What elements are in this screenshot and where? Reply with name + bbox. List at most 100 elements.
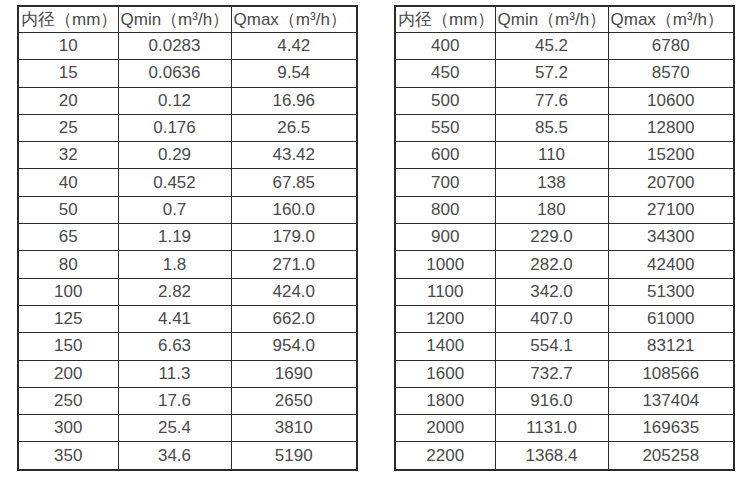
table-cell: 15 bbox=[18, 60, 118, 87]
column-header: 内径（mm） bbox=[18, 6, 118, 33]
table-cell: 160.0 bbox=[231, 196, 357, 223]
column-header: Qmin（m³/h） bbox=[118, 6, 231, 33]
table-row: 35034.65190 bbox=[18, 442, 357, 470]
table-cell: 407.0 bbox=[495, 305, 608, 332]
table-cell: 229.0 bbox=[495, 224, 608, 251]
table-row: 500.7160.0 bbox=[18, 196, 357, 223]
table-row: 1254.41662.0 bbox=[18, 305, 357, 332]
table-cell: 500 bbox=[395, 87, 495, 114]
table-cell: 954.0 bbox=[231, 333, 357, 360]
flow-spec-table-small-diameters: 内径（mm）Qmin（m³/h）Qmax（m³/h） 100.02834.421… bbox=[17, 5, 358, 471]
table-row: 20001131.0169635 bbox=[395, 415, 734, 442]
table-row: 45057.28570 bbox=[395, 60, 734, 87]
column-header: Qmax（m³/h） bbox=[231, 6, 357, 33]
table-row: 1506.63954.0 bbox=[18, 333, 357, 360]
table-cell: 1.8 bbox=[118, 251, 231, 278]
table-cell: 9.54 bbox=[231, 60, 357, 87]
table-cell: 0.12 bbox=[118, 87, 231, 114]
table-row: 1400554.183121 bbox=[395, 333, 734, 360]
page: 内径（mm）Qmin（m³/h）Qmax（m³/h） 100.02834.421… bbox=[0, 0, 750, 483]
table-cell: 11.3 bbox=[118, 360, 231, 387]
table-cell: 1200 bbox=[395, 305, 495, 332]
table-cell: 1.19 bbox=[118, 224, 231, 251]
table-cell: 450 bbox=[395, 60, 495, 87]
table-cell: 550 bbox=[395, 114, 495, 141]
table-row: 1002.82424.0 bbox=[18, 278, 357, 305]
table-cell: 1690 bbox=[231, 360, 357, 387]
table-cell: 42400 bbox=[608, 251, 734, 278]
table-cell: 25 bbox=[18, 114, 118, 141]
table-cell: 77.6 bbox=[495, 87, 608, 114]
table-cell: 732.7 bbox=[495, 360, 608, 387]
table-cell: 15200 bbox=[608, 142, 734, 169]
table-row: 801.8271.0 bbox=[18, 251, 357, 278]
table-row: 100.02834.42 bbox=[18, 33, 357, 60]
table-cell: 61000 bbox=[608, 305, 734, 332]
column-header: 内径（mm） bbox=[395, 6, 495, 33]
table-cell: 916.0 bbox=[495, 387, 608, 414]
table-cell: 4.42 bbox=[231, 33, 357, 60]
table-cell: 300 bbox=[18, 415, 118, 442]
table-cell: 51300 bbox=[608, 278, 734, 305]
table-row: 400.45267.85 bbox=[18, 169, 357, 196]
table-cell: 200 bbox=[18, 360, 118, 387]
table-cell: 342.0 bbox=[495, 278, 608, 305]
table-row: 150.06369.54 bbox=[18, 60, 357, 87]
table-cell: 1368.4 bbox=[495, 442, 608, 470]
table-cell: 40 bbox=[18, 169, 118, 196]
table-cell: 3810 bbox=[231, 415, 357, 442]
table-row: 50077.610600 bbox=[395, 87, 734, 114]
table-row: 70013820700 bbox=[395, 169, 734, 196]
table-cell: 6780 bbox=[608, 33, 734, 60]
table-cell: 900 bbox=[395, 224, 495, 251]
table-cell: 34300 bbox=[608, 224, 734, 251]
table-cell: 2200 bbox=[395, 442, 495, 470]
table-row: 30025.43810 bbox=[18, 415, 357, 442]
table-row: 22001368.4205258 bbox=[395, 442, 734, 470]
table-cell: 25.4 bbox=[118, 415, 231, 442]
table-cell: 43.42 bbox=[231, 142, 357, 169]
table-cell: 85.5 bbox=[495, 114, 608, 141]
table-row: 250.17626.5 bbox=[18, 114, 357, 141]
table-cell: 800 bbox=[395, 196, 495, 223]
table-cell: 17.6 bbox=[118, 387, 231, 414]
table-row: 1800916.0137404 bbox=[395, 387, 734, 414]
table-cell: 250 bbox=[18, 387, 118, 414]
table-row: 651.19179.0 bbox=[18, 224, 357, 251]
table-cell: 424.0 bbox=[231, 278, 357, 305]
table-cell: 1100 bbox=[395, 278, 495, 305]
table-cell: 4.41 bbox=[118, 305, 231, 332]
table-cell: 34.6 bbox=[118, 442, 231, 470]
table-cell: 150 bbox=[18, 333, 118, 360]
table-cell: 20700 bbox=[608, 169, 734, 196]
column-header: Qmax（m³/h） bbox=[608, 6, 734, 33]
table-cell: 1600 bbox=[395, 360, 495, 387]
table-cell: 100 bbox=[18, 278, 118, 305]
table-cell: 662.0 bbox=[231, 305, 357, 332]
table-cell: 179.0 bbox=[231, 224, 357, 251]
table-cell: 32 bbox=[18, 142, 118, 169]
table-row: 80018027100 bbox=[395, 196, 734, 223]
table-row: 60011015200 bbox=[395, 142, 734, 169]
table-cell: 2650 bbox=[231, 387, 357, 414]
table-cell: 16.96 bbox=[231, 87, 357, 114]
table-cell: 600 bbox=[395, 142, 495, 169]
table-cell: 50 bbox=[18, 196, 118, 223]
table-row: 20011.31690 bbox=[18, 360, 357, 387]
table-cell: 180 bbox=[495, 196, 608, 223]
table-cell: 57.2 bbox=[495, 60, 608, 87]
table-cell: 400 bbox=[395, 33, 495, 60]
table-row: 25017.62650 bbox=[18, 387, 357, 414]
table-cell: 554.1 bbox=[495, 333, 608, 360]
table-cell: 0.7 bbox=[118, 196, 231, 223]
table-cell: 1400 bbox=[395, 333, 495, 360]
table-row: 1100342.051300 bbox=[395, 278, 734, 305]
table-cell: 10 bbox=[18, 33, 118, 60]
table-cell: 2000 bbox=[395, 415, 495, 442]
table-row: 1200407.061000 bbox=[395, 305, 734, 332]
table-row: 1000282.042400 bbox=[395, 251, 734, 278]
header-row: 内径（mm）Qmin（m³/h）Qmax（m³/h） bbox=[395, 6, 734, 33]
table-cell: 5190 bbox=[231, 442, 357, 470]
table-cell: 1131.0 bbox=[495, 415, 608, 442]
table-cell: 0.29 bbox=[118, 142, 231, 169]
